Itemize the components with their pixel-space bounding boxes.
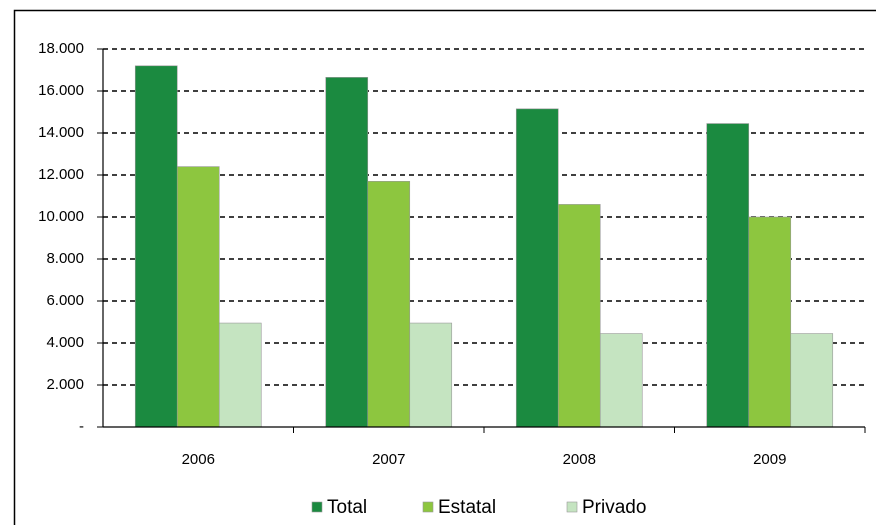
x-tick-label: 2009 (753, 451, 786, 468)
bar (134, 65, 178, 428)
y-tick-label: 8.000 (46, 250, 84, 267)
bar (748, 216, 792, 428)
legend-swatch (311, 501, 323, 513)
bar (218, 322, 262, 428)
bar (706, 123, 750, 428)
y-tick-label: 4.000 (46, 334, 84, 351)
bar (599, 333, 643, 428)
x-tick-label: 2006 (182, 451, 215, 468)
y-tick-label: 2.000 (46, 376, 84, 393)
legend-label: Estatal (438, 497, 496, 518)
bar (409, 322, 453, 428)
legend-label: Privado (582, 497, 646, 518)
y-tick-label: 6.000 (46, 292, 84, 309)
x-tick-label: 2008 (563, 451, 596, 468)
legend-label: Total (327, 497, 367, 518)
y-tick-label: 14.000 (38, 124, 84, 141)
x-tick-label: 2007 (372, 451, 405, 468)
bar (367, 181, 411, 428)
bar (325, 77, 369, 428)
y-tick-label: 16.000 (38, 82, 84, 99)
y-tick-label: 10.000 (38, 208, 84, 225)
legend-swatch (566, 501, 578, 513)
y-tick-label: 12.000 (38, 166, 84, 183)
y-tick-label: - (79, 418, 84, 435)
bar (515, 108, 559, 428)
bar (176, 166, 220, 428)
y-tick-label: 18.000 (38, 40, 84, 57)
legend-swatch (422, 501, 434, 513)
bar (790, 333, 834, 428)
bar (557, 204, 601, 428)
